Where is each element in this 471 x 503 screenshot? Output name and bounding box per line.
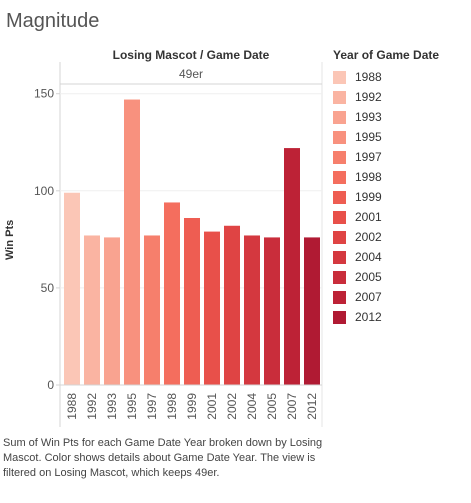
bar <box>204 232 220 385</box>
legend-label: 2005 <box>355 270 382 284</box>
legend-swatch <box>333 211 346 224</box>
x-tick-label: 1997 <box>145 393 159 420</box>
bar <box>124 100 140 385</box>
color-legend: Year of Game Date 1988 1992 1993 1995 1997 19… <box>333 48 439 327</box>
y-tick-label: 100 <box>34 184 54 198</box>
legend-title: Year of Game Date <box>333 48 439 62</box>
legend-item[interactable]: 1992 <box>333 87 439 107</box>
bars <box>64 100 320 385</box>
legend-item[interactable]: 2004 <box>333 247 439 267</box>
bar <box>104 237 120 385</box>
legend-swatch <box>333 191 346 204</box>
legend-label: 2007 <box>355 290 382 304</box>
legend-label: 1997 <box>355 150 382 164</box>
legend-item[interactable]: 2012 <box>333 307 439 327</box>
legend-item[interactable]: 2005 <box>333 267 439 287</box>
x-tick-label: 2007 <box>285 393 299 420</box>
legend-label: 2001 <box>355 210 382 224</box>
x-tick-label: 2002 <box>225 393 239 420</box>
legend-label: 1999 <box>355 190 382 204</box>
bar <box>164 202 180 385</box>
bar <box>224 226 240 385</box>
x-tick-label: 1998 <box>165 393 179 420</box>
legend-label: 1993 <box>355 110 382 124</box>
legend-item[interactable]: 1999 <box>333 187 439 207</box>
x-tick-label: 1999 <box>185 393 199 420</box>
chart-caption: Sum of Win Pts for each Game Date Year b… <box>3 436 333 481</box>
legend-item[interactable]: 1997 <box>333 147 439 167</box>
legend-label: 1992 <box>355 90 382 104</box>
x-tick-label: 2012 <box>305 393 319 420</box>
legend-swatch <box>333 251 346 264</box>
bar <box>144 235 160 385</box>
x-tick-label: 1993 <box>105 393 119 420</box>
bar <box>264 237 280 385</box>
legend-swatch <box>333 231 346 244</box>
legend-swatch <box>333 171 346 184</box>
y-tick-label: 150 <box>34 87 54 101</box>
y-tick-label: 50 <box>41 281 55 295</box>
legend-item[interactable]: 2001 <box>333 207 439 227</box>
legend-label: 1998 <box>355 170 382 184</box>
legend-item[interactable]: 1988 <box>333 67 439 87</box>
legend-item[interactable]: 1998 <box>333 167 439 187</box>
x-tick-label: 2004 <box>245 393 259 420</box>
legend-swatch <box>333 291 346 304</box>
bar <box>184 218 200 385</box>
x-tick-label: 1988 <box>65 393 79 420</box>
legend-item[interactable]: 2007 <box>333 287 439 307</box>
legend-label: 2012 <box>355 310 382 324</box>
bar <box>244 235 260 385</box>
legend-label: 1995 <box>355 130 382 144</box>
legend-label: 1988 <box>355 70 382 84</box>
x-axis-ticks: 1988 1992 1993 1995 1997 1998 1999 2001 2002 2004… <box>60 385 322 420</box>
legend-label: 2002 <box>355 230 382 244</box>
x-tick-label: 2005 <box>265 393 279 420</box>
bar <box>64 193 80 385</box>
bar <box>304 237 320 385</box>
legend-swatch <box>333 71 346 84</box>
x-tick-label: 1992 <box>85 393 99 420</box>
bar <box>84 235 100 385</box>
legend-swatch <box>333 91 346 104</box>
x-tick-label: 2001 <box>205 393 219 420</box>
legend-swatch <box>333 111 346 124</box>
x-tick-label: 1995 <box>125 393 139 420</box>
legend-label: 2004 <box>355 250 382 264</box>
legend-item[interactable]: 1995 <box>333 127 439 147</box>
y-tick-label: 0 <box>47 378 54 392</box>
bar <box>284 148 300 385</box>
legend-item[interactable]: 1993 <box>333 107 439 127</box>
legend-item[interactable]: 2002 <box>333 227 439 247</box>
legend-swatch <box>333 131 346 144</box>
legend-swatch <box>333 311 346 324</box>
y-axis-ticks: 0 50 100 150 <box>34 87 60 392</box>
legend-swatch <box>333 271 346 284</box>
legend-swatch <box>333 151 346 164</box>
